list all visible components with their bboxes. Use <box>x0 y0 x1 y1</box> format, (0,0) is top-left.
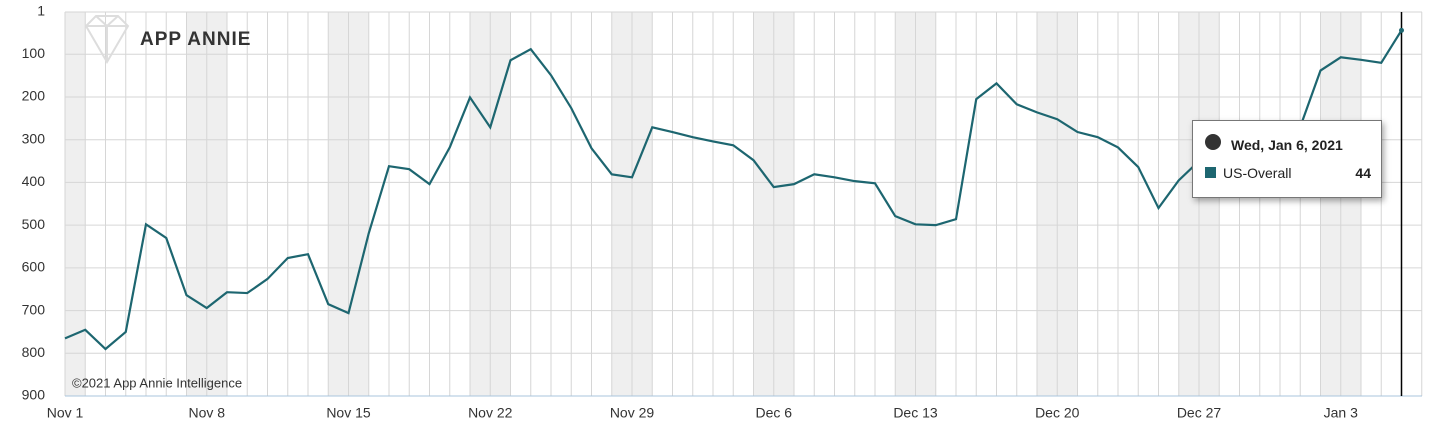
y-tick-label: 100 <box>22 45 46 61</box>
tooltip: Wed, Jan 6, 2021 US-Overall 44 <box>1192 120 1382 198</box>
x-tick-label: Nov 15 <box>326 405 371 421</box>
weekend-band <box>1340 12 1361 396</box>
cursor-dot <box>1399 27 1404 33</box>
tooltip-series-name: US-Overall <box>1223 165 1292 181</box>
weekend-band <box>1199 12 1220 396</box>
y-tick-label: 200 <box>22 88 46 104</box>
series-swatch <box>1205 167 1216 178</box>
weekend-band <box>611 12 632 396</box>
y-tick-label: 700 <box>22 301 46 317</box>
weekend-band <box>1178 12 1199 396</box>
weekend-band <box>753 12 774 396</box>
series-line <box>64 29 1403 351</box>
y-tick-label: 600 <box>22 259 46 275</box>
weekend-band <box>1057 12 1078 396</box>
x-tick-label: Dec 20 <box>1035 405 1080 421</box>
tooltip-title: Wed, Jan 6, 2021 <box>1231 137 1343 153</box>
watermark: APP ANNIE <box>140 29 251 50</box>
x-tick-label: Dec 6 <box>755 405 792 421</box>
copyright: ©2021 App Annie Intelligence <box>72 375 242 390</box>
x-tick-label: Jan 3 <box>1324 405 1358 421</box>
y-tick-label: 1 <box>37 3 45 19</box>
globe-icon <box>1205 134 1221 150</box>
y-tick-label: 400 <box>22 173 46 189</box>
x-tick-label: Nov 29 <box>610 405 655 421</box>
y-tick-label: 900 <box>22 387 46 403</box>
watermark-icon <box>84 15 130 64</box>
x-tick-label: Nov 22 <box>468 405 513 421</box>
x-tick-label: Dec 27 <box>1177 405 1222 421</box>
weekend-band <box>915 12 936 396</box>
y-tick-label: 800 <box>22 344 46 360</box>
weekend-band <box>1037 12 1058 396</box>
weekend-band <box>186 12 207 396</box>
weekend-band <box>773 12 794 396</box>
weekend-band <box>895 12 916 396</box>
weekend-band <box>1320 12 1341 396</box>
x-tick-label: Nov 1 <box>47 405 84 421</box>
tooltip-value: 44 <box>1355 165 1371 181</box>
weekend-band <box>348 12 369 396</box>
weekend-band <box>65 12 86 396</box>
y-tick-label: 300 <box>22 130 46 146</box>
x-tick-label: Dec 13 <box>893 405 938 421</box>
weekend-band <box>328 12 349 396</box>
y-tick-label: 500 <box>22 216 46 232</box>
x-tick-label: Nov 8 <box>188 405 225 421</box>
weekend-band <box>470 12 491 396</box>
weekend-band <box>632 12 653 396</box>
weekend-band <box>206 12 227 396</box>
